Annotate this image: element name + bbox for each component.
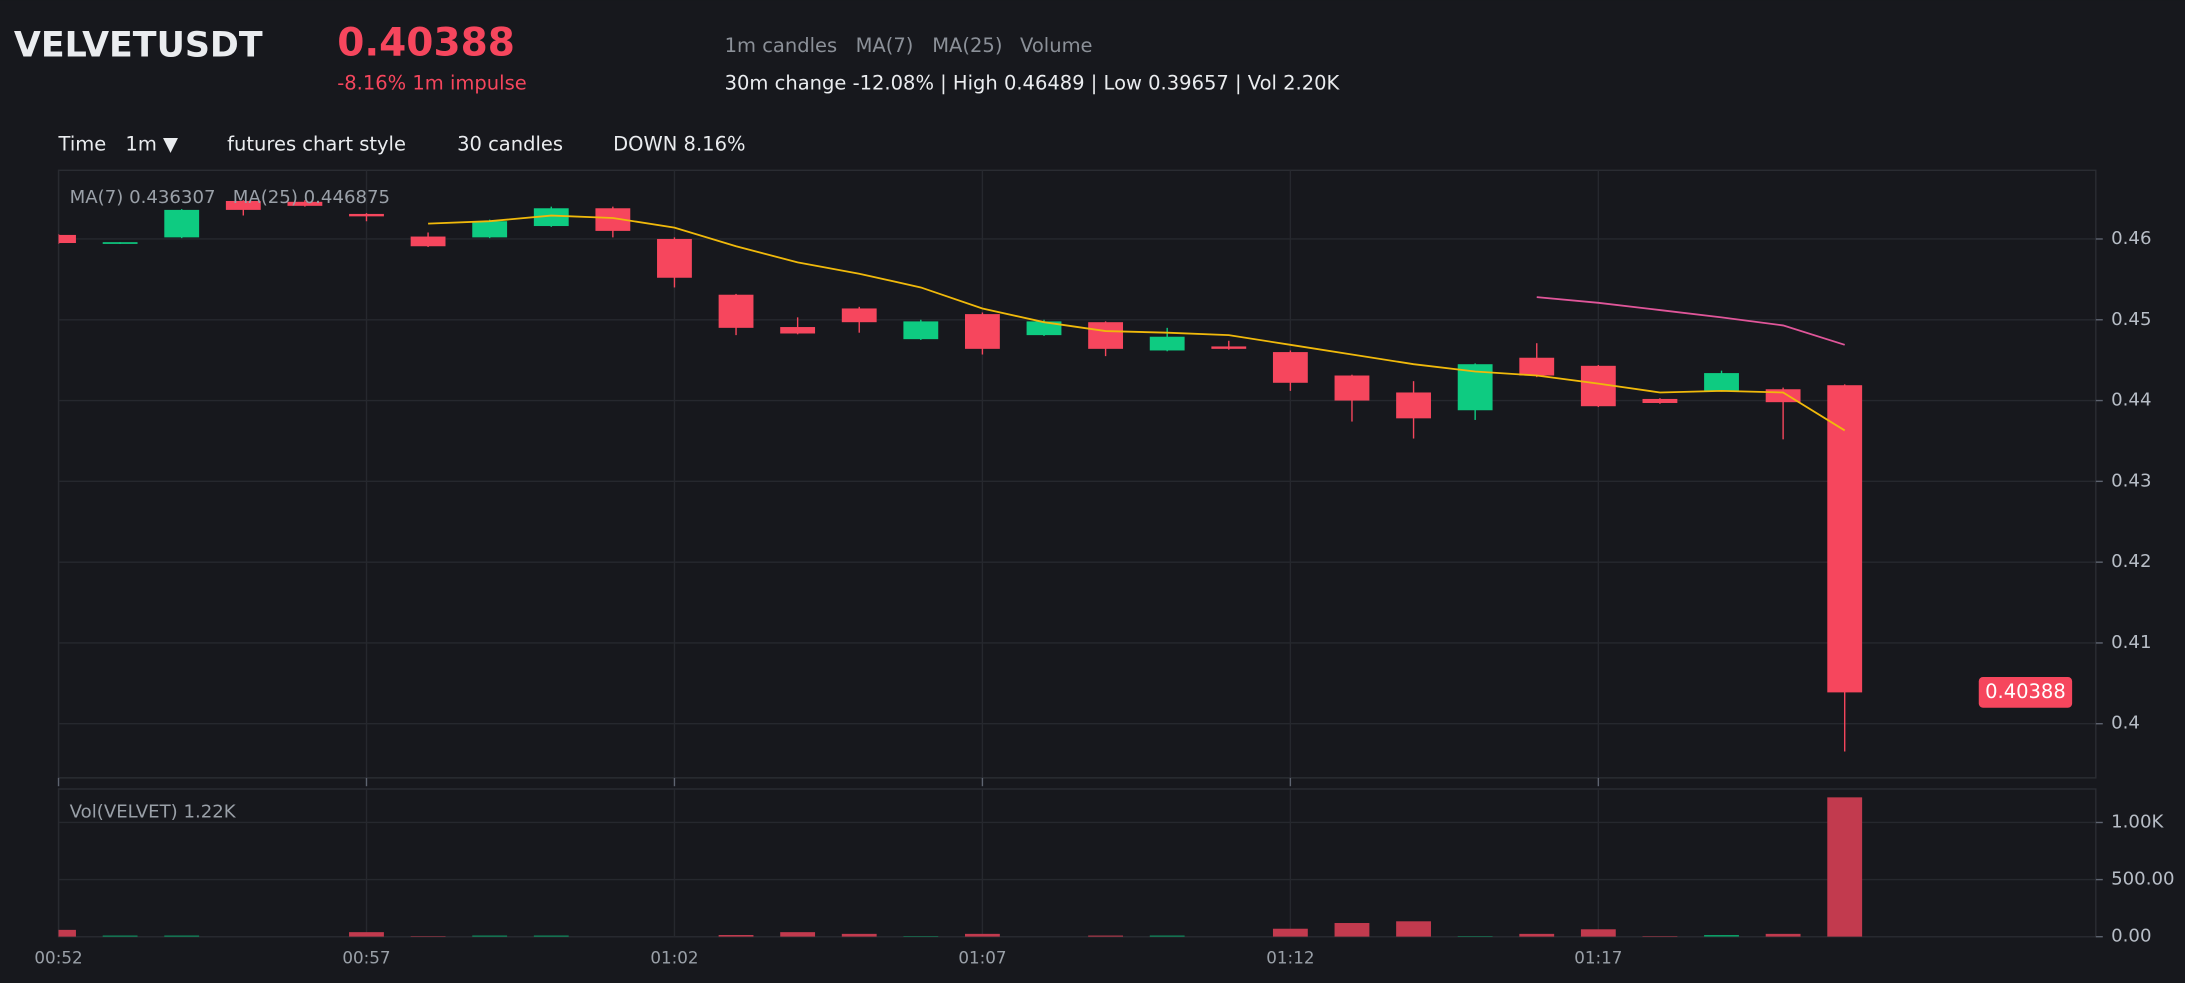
candle-body xyxy=(287,201,323,206)
interval-select[interactable]: 1m ▼ xyxy=(125,133,178,156)
candle-body xyxy=(349,213,384,217)
volume-bar xyxy=(718,935,754,937)
ma-legend: MA(7) 0.436307 xyxy=(70,187,216,208)
candle-body xyxy=(58,234,76,244)
volume-bar xyxy=(1457,936,1493,937)
y-tick-label: 0.41 xyxy=(2111,632,2151,653)
candle-body xyxy=(472,221,508,238)
volume-bar xyxy=(1396,921,1431,937)
meta: MA(7) xyxy=(856,34,914,57)
y-tick-label: 0.44 xyxy=(2111,390,2151,411)
toolbar-label: Time xyxy=(58,133,107,156)
candle-body xyxy=(1334,375,1370,401)
volume-bar xyxy=(1827,797,1863,937)
volume-title: Vol(VELVET) 1.22K xyxy=(70,802,237,823)
candle-body xyxy=(1704,373,1739,391)
volume-bar xyxy=(410,936,446,937)
volume-bar xyxy=(102,935,138,937)
ma-legend: MA(25) 0.446875 xyxy=(233,187,390,208)
x-tick-label: 00:57 xyxy=(342,948,390,968)
price: 0.40388 xyxy=(337,20,515,65)
candle-count: 30 candles xyxy=(457,133,563,156)
candle-body xyxy=(1272,352,1308,383)
y-tick-label: 0.45 xyxy=(2111,309,2151,330)
y-tick-label: 0.00 xyxy=(2111,926,2151,947)
x-tick-label: 01:12 xyxy=(1266,948,1314,968)
volume-bar xyxy=(533,935,569,937)
x-tick-label: 00:52 xyxy=(34,948,82,968)
plot-area xyxy=(58,170,2096,778)
volume-bar xyxy=(164,935,200,937)
volume-bar xyxy=(1272,928,1308,937)
candle-body xyxy=(1149,336,1185,351)
volume-bar xyxy=(1580,929,1616,937)
volume-bar xyxy=(58,929,76,937)
stats: 30m change -12.08% | High 0.46489 | Low … xyxy=(725,71,1341,94)
price-tag xyxy=(1978,677,2073,708)
volume-bar xyxy=(1704,935,1739,937)
candle-body xyxy=(841,308,877,323)
ma-line xyxy=(1536,296,1845,346)
volume-bar xyxy=(903,936,939,937)
candle-body xyxy=(1026,321,1062,336)
candle-body xyxy=(164,209,200,238)
y-tick-label: 0.4 xyxy=(2111,713,2140,734)
candle-body xyxy=(595,208,631,231)
candle-body xyxy=(1211,346,1247,349)
y-tick-label: 0.46 xyxy=(2111,228,2151,249)
candle-body xyxy=(1827,385,1863,693)
meta: 1m candles xyxy=(725,34,838,57)
candle-body xyxy=(964,314,1000,349)
volume-bar xyxy=(964,933,1000,937)
candle-body xyxy=(102,242,138,244)
candle-body xyxy=(1519,357,1555,376)
meta: Volume xyxy=(1020,34,1093,57)
y-tick-label: 1.00K xyxy=(2111,811,2164,832)
volume-bar xyxy=(349,932,384,937)
ma-line xyxy=(428,214,1846,432)
candle-body xyxy=(225,201,261,210)
x-tick-label: 01:07 xyxy=(958,948,1006,968)
candle-body xyxy=(1088,322,1124,349)
impulse: -8.16% 1m impulse xyxy=(337,71,527,94)
plot-area xyxy=(58,789,2096,937)
volume-bar xyxy=(1519,933,1555,937)
candle-body xyxy=(718,294,754,328)
volume-bar xyxy=(1765,933,1801,937)
chart-style[interactable]: futures chart style xyxy=(227,133,406,156)
candle-body xyxy=(657,238,692,278)
y-tick-label: 0.42 xyxy=(2111,551,2151,572)
y-tick-label: 500.00 xyxy=(2111,869,2174,890)
volume-bar xyxy=(1149,935,1185,937)
volume-bar xyxy=(780,932,816,937)
candle-body xyxy=(410,236,446,247)
direction: DOWN 8.16% xyxy=(613,133,745,156)
x-tick-label: 01:02 xyxy=(650,948,698,968)
candle-body xyxy=(780,327,816,334)
candle-body xyxy=(903,321,939,340)
volume-bar xyxy=(472,935,508,937)
price-tag-label: 0.40388 xyxy=(1985,680,2066,703)
x-tick-label: 01:17 xyxy=(1574,948,1622,968)
volume-bar xyxy=(1088,935,1124,937)
candle-body xyxy=(1642,398,1678,403)
candle-body xyxy=(1396,392,1431,419)
volume-bar xyxy=(1334,923,1370,937)
symbol: VELVETUSDT xyxy=(14,25,263,65)
candle-body xyxy=(533,208,569,227)
volume-bar xyxy=(1642,936,1678,937)
volume-bar xyxy=(841,933,877,937)
y-tick-label: 0.43 xyxy=(2111,470,2151,491)
meta: MA(25) xyxy=(932,34,1002,57)
